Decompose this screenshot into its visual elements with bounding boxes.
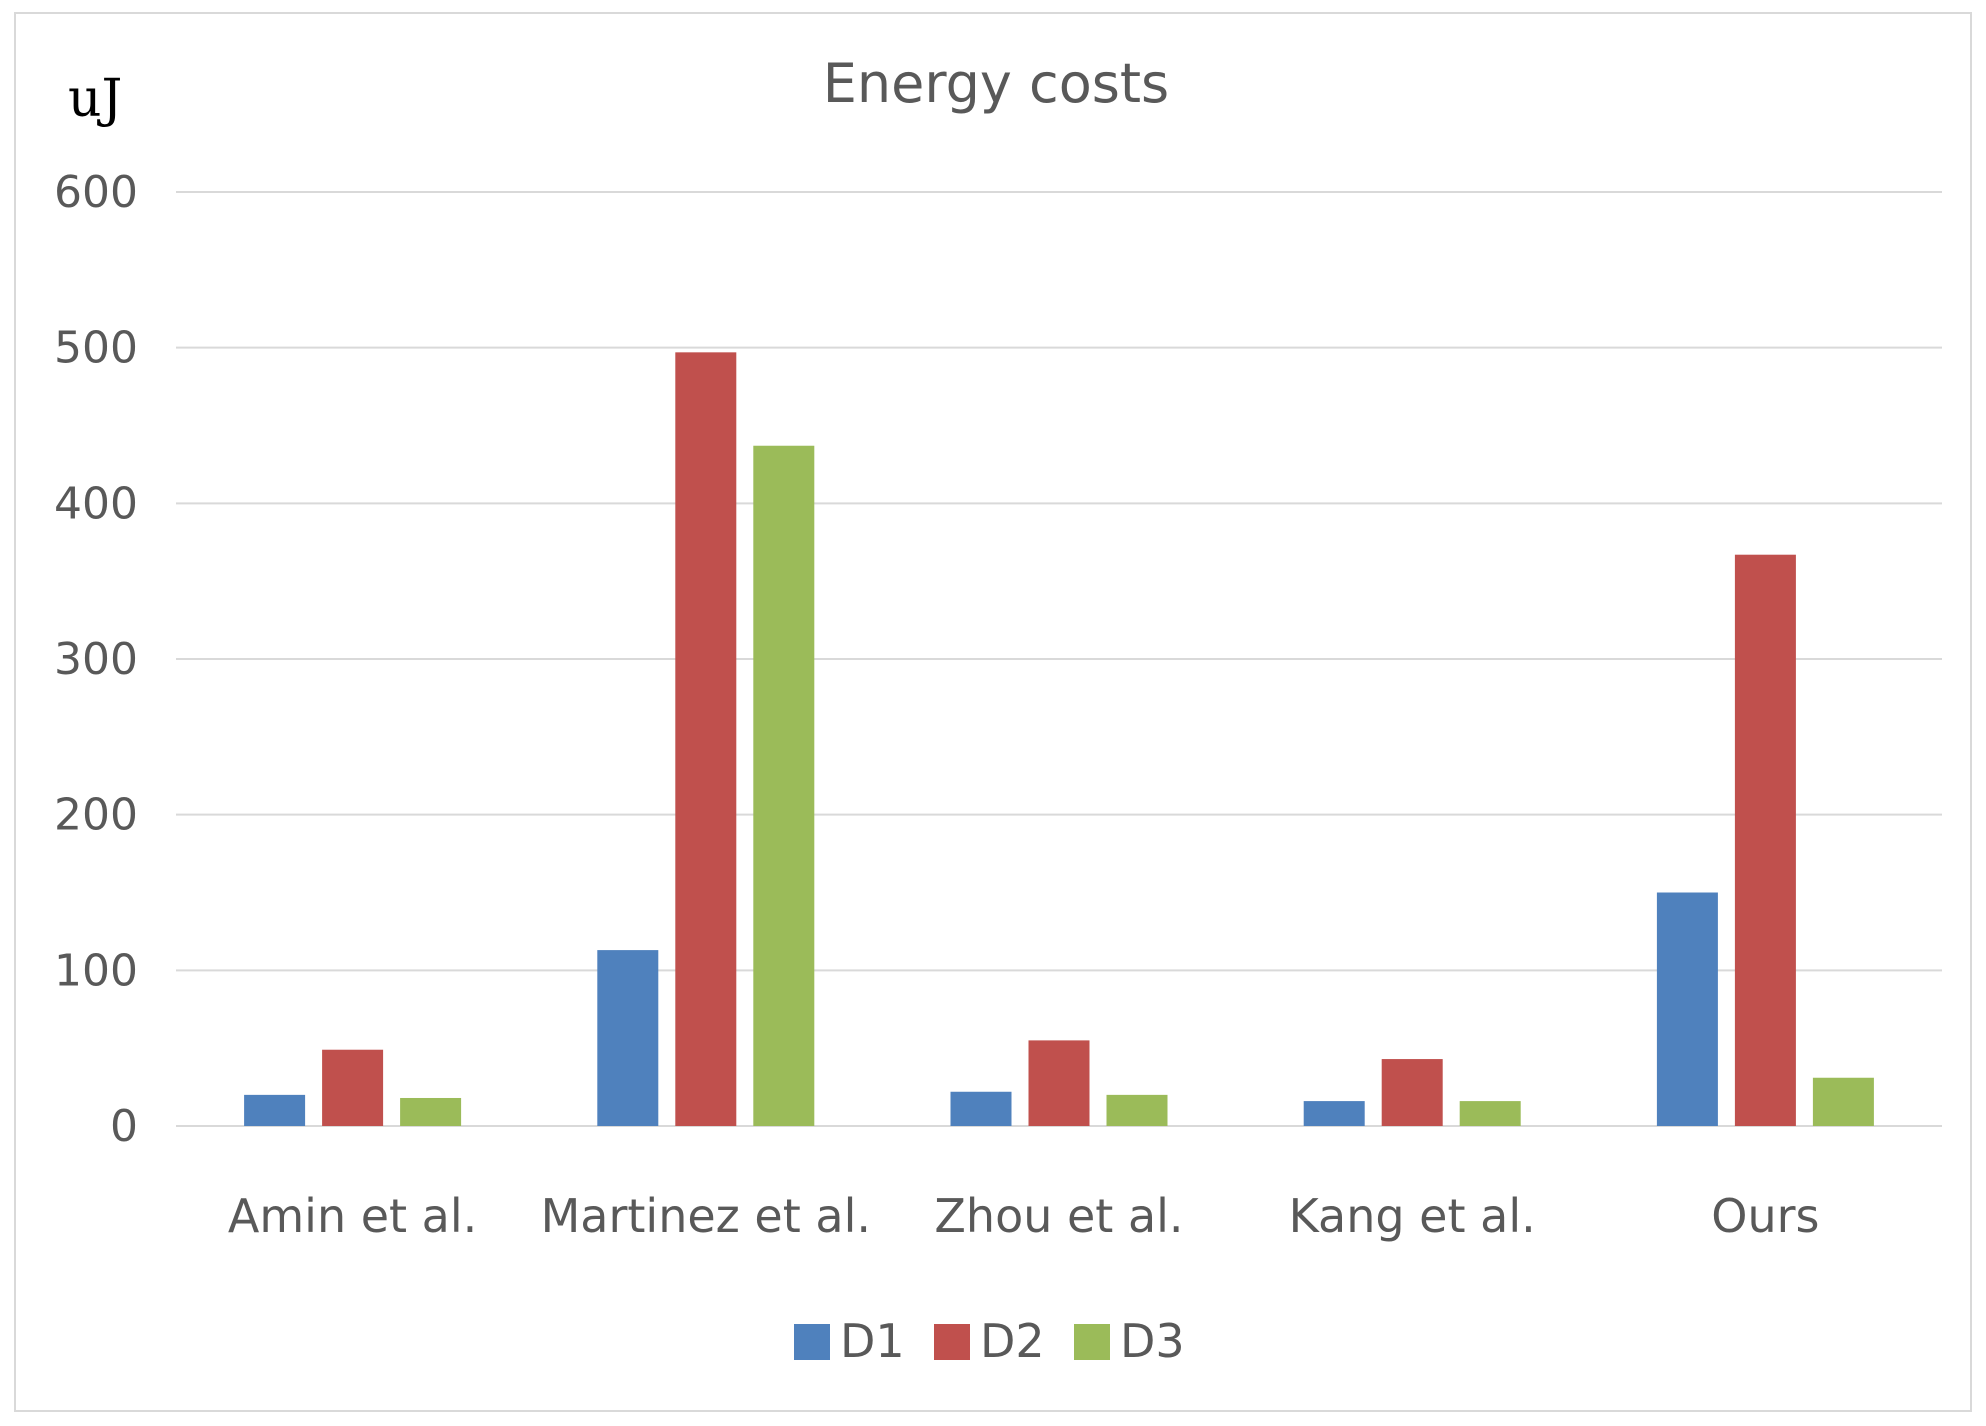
bars xyxy=(244,352,1874,1126)
x-category-label: Ours xyxy=(1711,1189,1819,1243)
chart-title: Energy costs xyxy=(823,52,1169,115)
bar-d2-0 xyxy=(322,1049,384,1126)
bar-chart: Energy costs uJ 0 100 200 300 400 500 600 Amin… xyxy=(54,52,1942,1368)
y-tick-label: 500 xyxy=(54,323,138,374)
y-tick-label: 400 xyxy=(54,478,138,529)
bar-d2-1 xyxy=(675,352,737,1126)
y-tick-label: 600 xyxy=(54,167,138,218)
bar-d1-0 xyxy=(244,1094,306,1126)
bar-d1-3 xyxy=(1303,1101,1365,1126)
bar-d1-2 xyxy=(950,1091,1012,1126)
legend-label-d1: D1 xyxy=(840,1314,905,1368)
x-category-label: Martinez et al. xyxy=(541,1189,871,1243)
bar-d3-4 xyxy=(1812,1077,1874,1126)
legend-label-d3: D3 xyxy=(1120,1314,1185,1368)
chart-frame: Energy costs uJ 0 100 200 300 400 500 600 Amin… xyxy=(14,12,1972,1412)
bar-d3-1 xyxy=(753,445,815,1126)
y-tick-label: 300 xyxy=(54,634,138,685)
legend-swatch-d3 xyxy=(1074,1324,1110,1360)
y-tick-label: 100 xyxy=(54,945,138,996)
x-axis-labels: Amin et al. Martinez et al. Zhou et al. Kan… xyxy=(228,1189,1820,1243)
bar-d2-4 xyxy=(1734,554,1796,1126)
gridlines xyxy=(176,191,1942,1127)
legend-swatch-d2 xyxy=(934,1324,970,1360)
y-tick-label: 200 xyxy=(54,790,138,841)
bar-d1-1 xyxy=(597,950,659,1126)
x-category-label: Amin et al. xyxy=(228,1189,477,1243)
bar-d3-0 xyxy=(400,1097,462,1126)
legend: D1 D2 D3 xyxy=(794,1314,1185,1368)
y-unit-label: uJ xyxy=(68,69,122,129)
bar-d3-2 xyxy=(1106,1094,1168,1126)
legend-swatch-d1 xyxy=(794,1324,830,1360)
bar-d2-3 xyxy=(1381,1059,1443,1126)
bar-d3-3 xyxy=(1459,1101,1521,1126)
legend-label-d2: D2 xyxy=(980,1314,1045,1368)
y-axis-ticks: 0 100 200 300 400 500 600 xyxy=(54,167,138,1152)
x-category-label: Kang et al. xyxy=(1289,1189,1536,1243)
x-category-label: Zhou et al. xyxy=(934,1189,1183,1243)
y-tick-label: 0 xyxy=(110,1101,138,1152)
bar-d1-4 xyxy=(1656,892,1718,1126)
bar-d2-2 xyxy=(1028,1040,1090,1126)
